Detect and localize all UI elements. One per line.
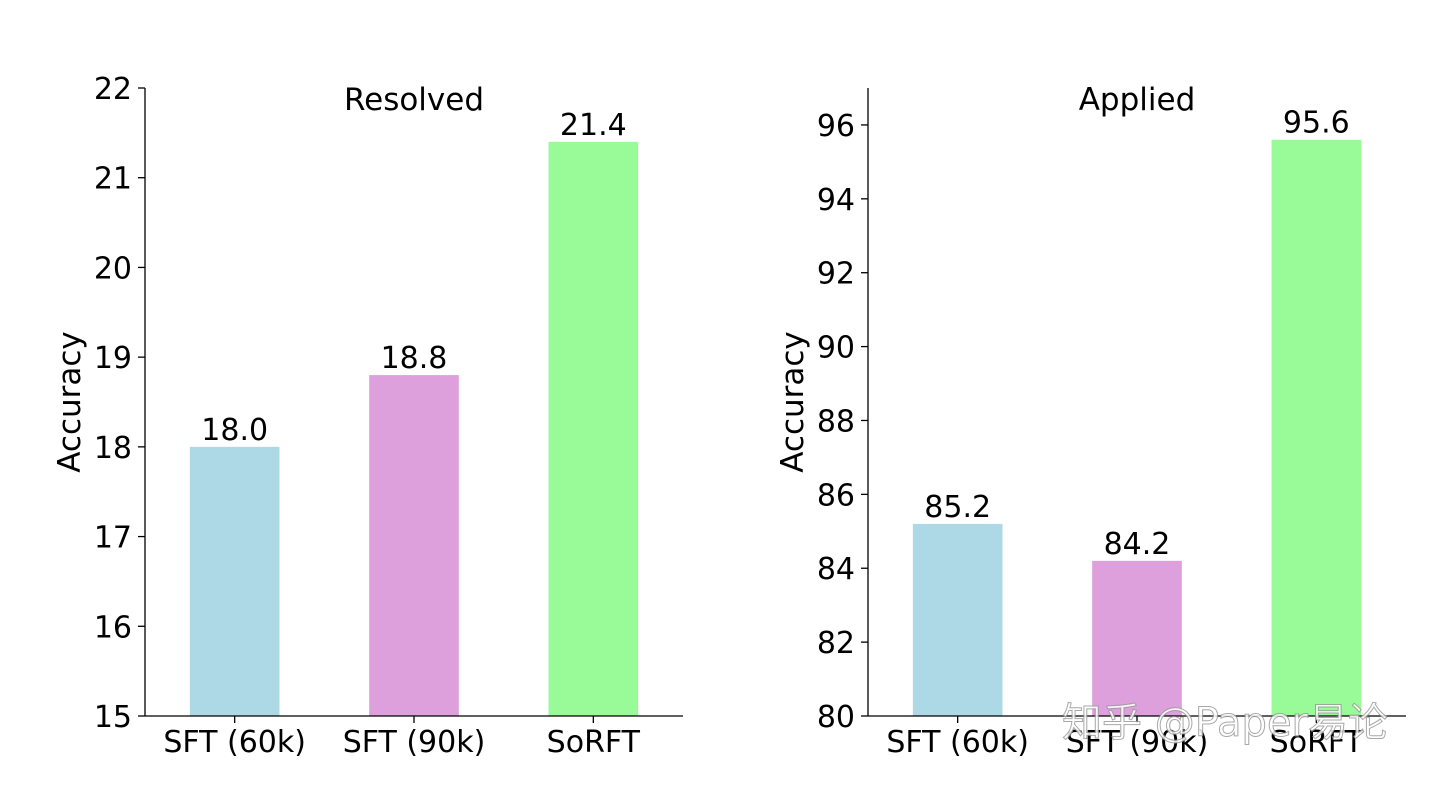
applied-y-tick-label: 92 (817, 257, 855, 292)
applied-y-tick-label: 84 (817, 552, 855, 587)
resolved-bar-2 (369, 375, 459, 716)
applied-y-tick-label: 86 (817, 478, 855, 513)
applied-bar-3 (1271, 139, 1362, 716)
resolved-y-tick-label: 18 (94, 431, 132, 466)
applied-bar-2 (1092, 560, 1182, 716)
applied-value-label-1: 85.2 (924, 490, 991, 525)
resolved-y-tick-label: 15 (94, 700, 132, 735)
resolved-y-tick-label: 22 (94, 72, 132, 107)
resolved-bar-1 (189, 446, 280, 716)
resolved-value-label-2: 18.8 (381, 341, 448, 376)
resolved-value-label-3: 21.4 (560, 108, 627, 143)
applied-value-label-3: 95.6 (1283, 106, 1350, 141)
watermark-text: 知乎 @Paper易论 (1062, 700, 1388, 746)
resolved-chart-title: Resolved (344, 82, 484, 118)
applied-y-tick-label: 80 (817, 700, 855, 735)
applied-chart-title: Applied (1079, 82, 1196, 118)
applied-y-tick-label: 90 (817, 331, 855, 366)
resolved-category-label-1: SFT (60k) (163, 725, 306, 760)
resolved-y-tick-label: 16 (94, 610, 132, 645)
resolved-y-axis-label: Accuracy (52, 331, 88, 473)
applied-y-tick-label: 94 (817, 183, 855, 218)
applied-value-label-2: 84.2 (1104, 527, 1171, 562)
applied-category-label-3: SoRFT (1270, 725, 1364, 760)
applied-y-tick-label: 88 (817, 404, 855, 439)
applied-bar-1 (912, 523, 1003, 716)
resolved-y-tick-label: 21 (94, 162, 132, 197)
resolved-y-tick-label: 19 (94, 341, 132, 376)
resolved-category-label-2: SFT (90k) (343, 725, 486, 760)
resolved-value-label-1: 18.0 (201, 413, 268, 448)
applied-y-tick-label: 82 (817, 626, 855, 661)
applied-category-label-2: SFT (90k) (1066, 725, 1209, 760)
applied-y-axis-label: Accuracy (775, 331, 811, 473)
resolved-y-tick-label: 20 (94, 251, 132, 286)
resolved-bar-3 (548, 141, 639, 717)
applied-chart: 85.2 SFT (60k) 84.2 SFT (90k) 95.6 SoRFT 80 82 8… (775, 82, 1406, 760)
resolved-y-tick-label: 17 (94, 521, 132, 556)
applied-category-label-1: SFT (60k) (886, 725, 1029, 760)
resolved-chart: 18.0 SFT (60k) 18.8 SFT (90k) 21.4 SoRFT 15 16 1… (52, 72, 683, 760)
resolved-category-label-3: SoRFT (547, 725, 641, 760)
applied-y-tick-label: 96 (817, 109, 855, 144)
